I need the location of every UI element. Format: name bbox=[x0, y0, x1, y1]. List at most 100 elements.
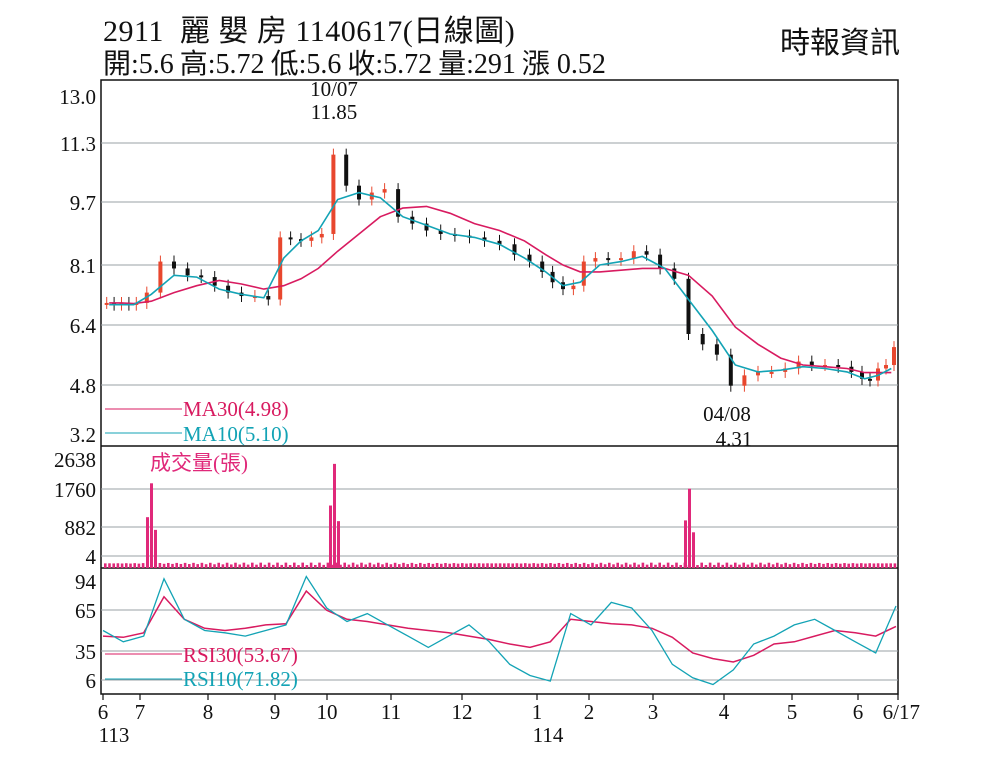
x-axis-month-label: 6 bbox=[98, 700, 109, 724]
volume-bar bbox=[465, 563, 468, 568]
volume-bar bbox=[272, 564, 275, 568]
x-axis-month-label: 6/17 bbox=[883, 700, 920, 724]
candle-body bbox=[796, 361, 801, 369]
volume-bar bbox=[259, 562, 262, 568]
volume-bar bbox=[297, 565, 300, 568]
volume-bar bbox=[402, 562, 405, 568]
volume-bar bbox=[620, 564, 624, 568]
candle-body bbox=[593, 258, 598, 262]
volume-bar bbox=[179, 563, 183, 568]
volume-bar bbox=[881, 563, 884, 568]
volume-bar bbox=[217, 562, 220, 568]
volume-bar bbox=[717, 562, 720, 568]
volume-bar bbox=[641, 562, 645, 568]
volume-bar bbox=[427, 562, 430, 568]
volume-bar bbox=[137, 563, 141, 568]
volume-bar bbox=[368, 562, 372, 568]
close-value: 收:5.72 bbox=[347, 49, 433, 80]
volume-bar bbox=[612, 564, 615, 568]
volume-bar bbox=[776, 562, 779, 568]
volume-bar bbox=[557, 562, 561, 568]
volume-bar bbox=[234, 562, 237, 568]
volume-bar bbox=[587, 564, 590, 568]
candle-body bbox=[512, 244, 517, 255]
volume-bar bbox=[129, 563, 132, 568]
candle-body bbox=[266, 296, 271, 300]
volume-bar bbox=[708, 562, 712, 568]
rsi-axis-tick: 35 bbox=[75, 640, 96, 664]
volume-bar bbox=[398, 564, 401, 568]
x-axis-month-label: 10 bbox=[317, 700, 338, 724]
ohlc-summary: 開:5.6 高:5.72 低:5.6 收:5.72 量:291 漲 0.52 bbox=[103, 42, 612, 82]
candle-body bbox=[619, 258, 623, 261]
volume-spike-bar bbox=[692, 532, 695, 568]
volume-bar bbox=[771, 564, 775, 568]
volume-bar bbox=[645, 564, 649, 568]
volume-bar bbox=[797, 564, 800, 568]
volume-bar bbox=[171, 563, 174, 568]
candle-body bbox=[644, 251, 649, 255]
volume-bar bbox=[435, 562, 439, 568]
volume-bar bbox=[700, 562, 703, 568]
x-axis-month-label: 3 bbox=[648, 700, 659, 724]
candle-body bbox=[497, 240, 502, 245]
candle-body bbox=[331, 154, 336, 234]
volume-bar bbox=[486, 563, 489, 568]
volume-bar bbox=[473, 563, 477, 568]
volume-bar bbox=[339, 564, 342, 568]
volume-bar bbox=[431, 563, 435, 568]
volume-bar bbox=[410, 562, 414, 568]
volume-bar bbox=[288, 565, 292, 568]
price-axis-tick: 9.7 bbox=[70, 191, 96, 215]
volume-bar bbox=[314, 564, 317, 568]
rsi30-legend-label: RSI30(53.67) bbox=[183, 643, 298, 667]
candle-body bbox=[278, 237, 283, 300]
volume-bar bbox=[461, 563, 464, 568]
chart-date: 1140617(日線圖) bbox=[295, 15, 516, 48]
volume-bar bbox=[763, 564, 766, 568]
volume-bar bbox=[125, 563, 128, 568]
rsi-axis-tick: 6 bbox=[86, 669, 97, 693]
volume-bar bbox=[305, 565, 309, 568]
volume-spike-bar bbox=[337, 521, 340, 568]
volume-bar bbox=[360, 562, 363, 568]
volume-bar bbox=[801, 562, 804, 568]
volume-bar bbox=[389, 564, 393, 568]
volume-bar bbox=[251, 562, 254, 568]
x-axis-month-label: 8 bbox=[203, 700, 214, 724]
volume-bar bbox=[792, 562, 796, 568]
volume-bar bbox=[377, 562, 380, 568]
volume-bar bbox=[675, 562, 678, 568]
candle-body bbox=[319, 233, 324, 238]
volume-bar bbox=[209, 562, 212, 568]
ma30-legend-label: MA30(4.98) bbox=[183, 397, 289, 421]
volume-bar bbox=[528, 563, 531, 568]
candle-body bbox=[892, 347, 896, 366]
x-axis-month-label: 4 bbox=[719, 700, 730, 724]
x-axis-month-label: 2 bbox=[584, 700, 595, 724]
x-axis-month-label: 5 bbox=[787, 700, 798, 724]
volume-bar bbox=[696, 565, 699, 568]
volume-bar bbox=[721, 564, 724, 568]
ma10-legend-label: MA10(5.10) bbox=[183, 422, 289, 446]
volume-bar bbox=[221, 564, 225, 568]
candle-body bbox=[158, 261, 163, 293]
rsi-axis-tick: 94 bbox=[75, 570, 97, 594]
volume-bar bbox=[633, 562, 636, 568]
candle-body bbox=[482, 237, 487, 241]
volume-bar bbox=[104, 563, 107, 568]
volume-spike-bar bbox=[154, 529, 157, 568]
volume-spike-bar bbox=[333, 463, 336, 568]
volume-bar bbox=[440, 563, 443, 568]
price-axis-tick: 6.4 bbox=[70, 314, 97, 338]
volume-bar bbox=[704, 564, 708, 568]
high-annotation-date: 10/07 bbox=[310, 77, 358, 101]
volume-bar bbox=[448, 563, 451, 568]
volume-bar bbox=[876, 563, 880, 568]
candle-body bbox=[226, 285, 231, 293]
volume-bar bbox=[864, 563, 867, 568]
volume-bar bbox=[112, 563, 115, 568]
volume-bar bbox=[318, 562, 321, 568]
volume-bar bbox=[553, 563, 556, 568]
